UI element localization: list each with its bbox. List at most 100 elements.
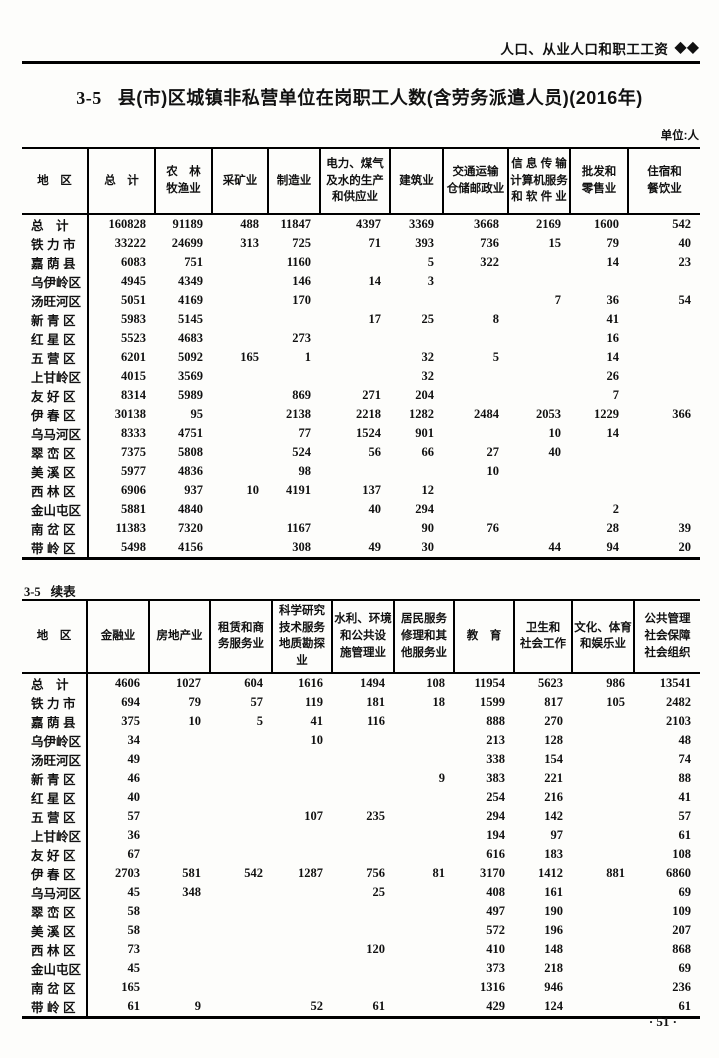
value-cell: 170 <box>292 293 311 307</box>
value-cell: 221 <box>544 770 563 785</box>
value-cell: 5983 <box>121 312 146 326</box>
value-cell: 45 <box>127 884 141 899</box>
value-cell <box>332 959 394 978</box>
value-cell: 15 <box>548 236 562 250</box>
value-cell <box>149 788 210 807</box>
value-cell <box>508 386 570 405</box>
value-cell: 5881 <box>121 502 146 516</box>
value-cell <box>210 769 272 788</box>
continued-label: 3-5 续表 <box>24 581 76 600</box>
value-cell <box>212 367 268 386</box>
value-cell: 79 <box>606 236 620 250</box>
value-cell <box>628 272 700 291</box>
value-cell: 97 <box>550 827 564 842</box>
value-cell: 10 <box>486 464 500 478</box>
table-row: 红 星 区 40 254 216 41 <box>22 787 700 807</box>
value-cell <box>443 538 508 559</box>
table-row: 南 岔 区 165 1316 946 236 <box>22 977 700 997</box>
value-cell: 14 <box>606 350 620 364</box>
value-cell: 61 <box>127 998 141 1013</box>
table-row: 金山屯区 45 373 218 69 <box>22 958 700 978</box>
value-cell <box>394 750 454 769</box>
value-cell: 294 <box>415 502 434 516</box>
value-cell <box>443 424 508 443</box>
value-cell: 313 <box>240 236 259 250</box>
page-title: 3-5 县(市)区城镇非私营单位在岗职工人数(含劳务派遣人员)(2016年) <box>0 84 719 110</box>
region-cell: 伊 春 区 <box>22 405 89 424</box>
value-cell <box>572 769 634 788</box>
value-cell: 142 <box>544 808 563 823</box>
value-cell: 270 <box>544 713 563 728</box>
value-cell: 128 <box>544 732 563 747</box>
value-cell: 24699 <box>171 236 203 250</box>
table-row: 汤旺河区 49 338 154 74 <box>22 749 700 769</box>
value-cell: 56 <box>368 445 382 459</box>
value-cell: 40 <box>548 445 562 459</box>
region-cell: 汤旺河区 <box>22 749 88 769</box>
value-cell <box>149 902 210 921</box>
value-cell <box>212 291 268 310</box>
table-main: 地 区总 计农 林 牧渔业 采矿业 制造业 电力、煤气 及水的生产 和供应业 建筑业 交通… <box>22 147 700 560</box>
value-cell: 40 <box>127 789 141 804</box>
value-cell: 408 <box>486 884 505 899</box>
value-cell: 12 <box>421 483 435 497</box>
value-cell <box>394 788 454 807</box>
value-cell: 95 <box>190 407 204 421</box>
value-cell: 119 <box>304 694 323 709</box>
value-cell <box>212 310 268 329</box>
value-cell: 57 <box>250 694 264 709</box>
value-cell <box>628 386 700 405</box>
value-cell: 817 <box>544 694 563 709</box>
value-cell: 207 <box>672 922 691 937</box>
value-cell: 294 <box>486 808 505 823</box>
value-cell <box>149 731 210 750</box>
value-cell: 160828 <box>108 217 147 231</box>
value-cell: 28 <box>606 521 620 535</box>
table-row: 友 好 区 8314 5989 869 271 204 7 <box>22 386 700 405</box>
value-cell: 1600 <box>594 217 619 231</box>
value-cell: 1160 <box>286 255 311 269</box>
table-row: 西 林 区 73 120 410 148 868 <box>22 939 700 959</box>
value-cell <box>508 253 570 272</box>
table-row: 嘉 荫 县 6083 751 1160 5 322 14 23 <box>22 253 700 272</box>
table-row: 乌马河区 8333 4751 77 1524 901 10 14 <box>22 424 700 443</box>
value-cell: 36 <box>127 827 141 842</box>
value-cell <box>272 769 332 788</box>
value-cell: 8 <box>492 312 499 326</box>
value-cell: 41 <box>606 312 620 326</box>
value-cell: 3 <box>427 274 434 288</box>
value-cell: 108 <box>426 675 445 690</box>
region-cell: 南 岔 区 <box>22 519 89 538</box>
value-cell <box>210 902 272 921</box>
value-cell: 98 <box>298 464 312 478</box>
value-cell: 4836 <box>178 464 203 478</box>
value-cell <box>443 500 508 519</box>
region-cell: 红 星 区 <box>22 787 88 807</box>
value-cell <box>210 845 272 864</box>
value-cell: 32 <box>421 369 435 383</box>
region-cell: 新 青 区 <box>22 310 89 329</box>
value-cell <box>212 500 268 519</box>
region-cell: 铁 力 市 <box>22 234 89 253</box>
value-cell <box>210 883 272 902</box>
value-cell: 18 <box>432 694 446 709</box>
table-header-row: 地 区金融业 房地产业 租赁和商 务服务业 科学研究 技术服务 地质勘探业 水利、环境 … <box>22 600 700 674</box>
value-cell: 194 <box>486 827 505 842</box>
region-cell: 总 计 <box>22 214 89 234</box>
value-cell: 148 <box>544 941 563 956</box>
region-cell: 西 林 区 <box>22 939 88 959</box>
region-cell: 乌马河区 <box>22 882 88 902</box>
value-cell <box>210 940 272 959</box>
value-cell: 7320 <box>178 521 203 535</box>
value-cell <box>212 519 268 538</box>
value-cell: 4349 <box>178 274 203 288</box>
table-row: 美 溪 区 5977 4836 98 10 <box>22 462 700 481</box>
value-cell: 81 <box>432 865 446 880</box>
value-cell: 1616 <box>298 675 323 690</box>
table-row: 金山屯区 5881 4840 40 294 2 <box>22 500 700 519</box>
value-cell <box>149 940 210 959</box>
value-cell <box>332 731 394 750</box>
column-header: 科学研究 技术服务 地质勘探业 <box>271 600 332 674</box>
value-cell: 5808 <box>178 445 203 459</box>
region-cell: 伊 春 区 <box>22 863 88 883</box>
